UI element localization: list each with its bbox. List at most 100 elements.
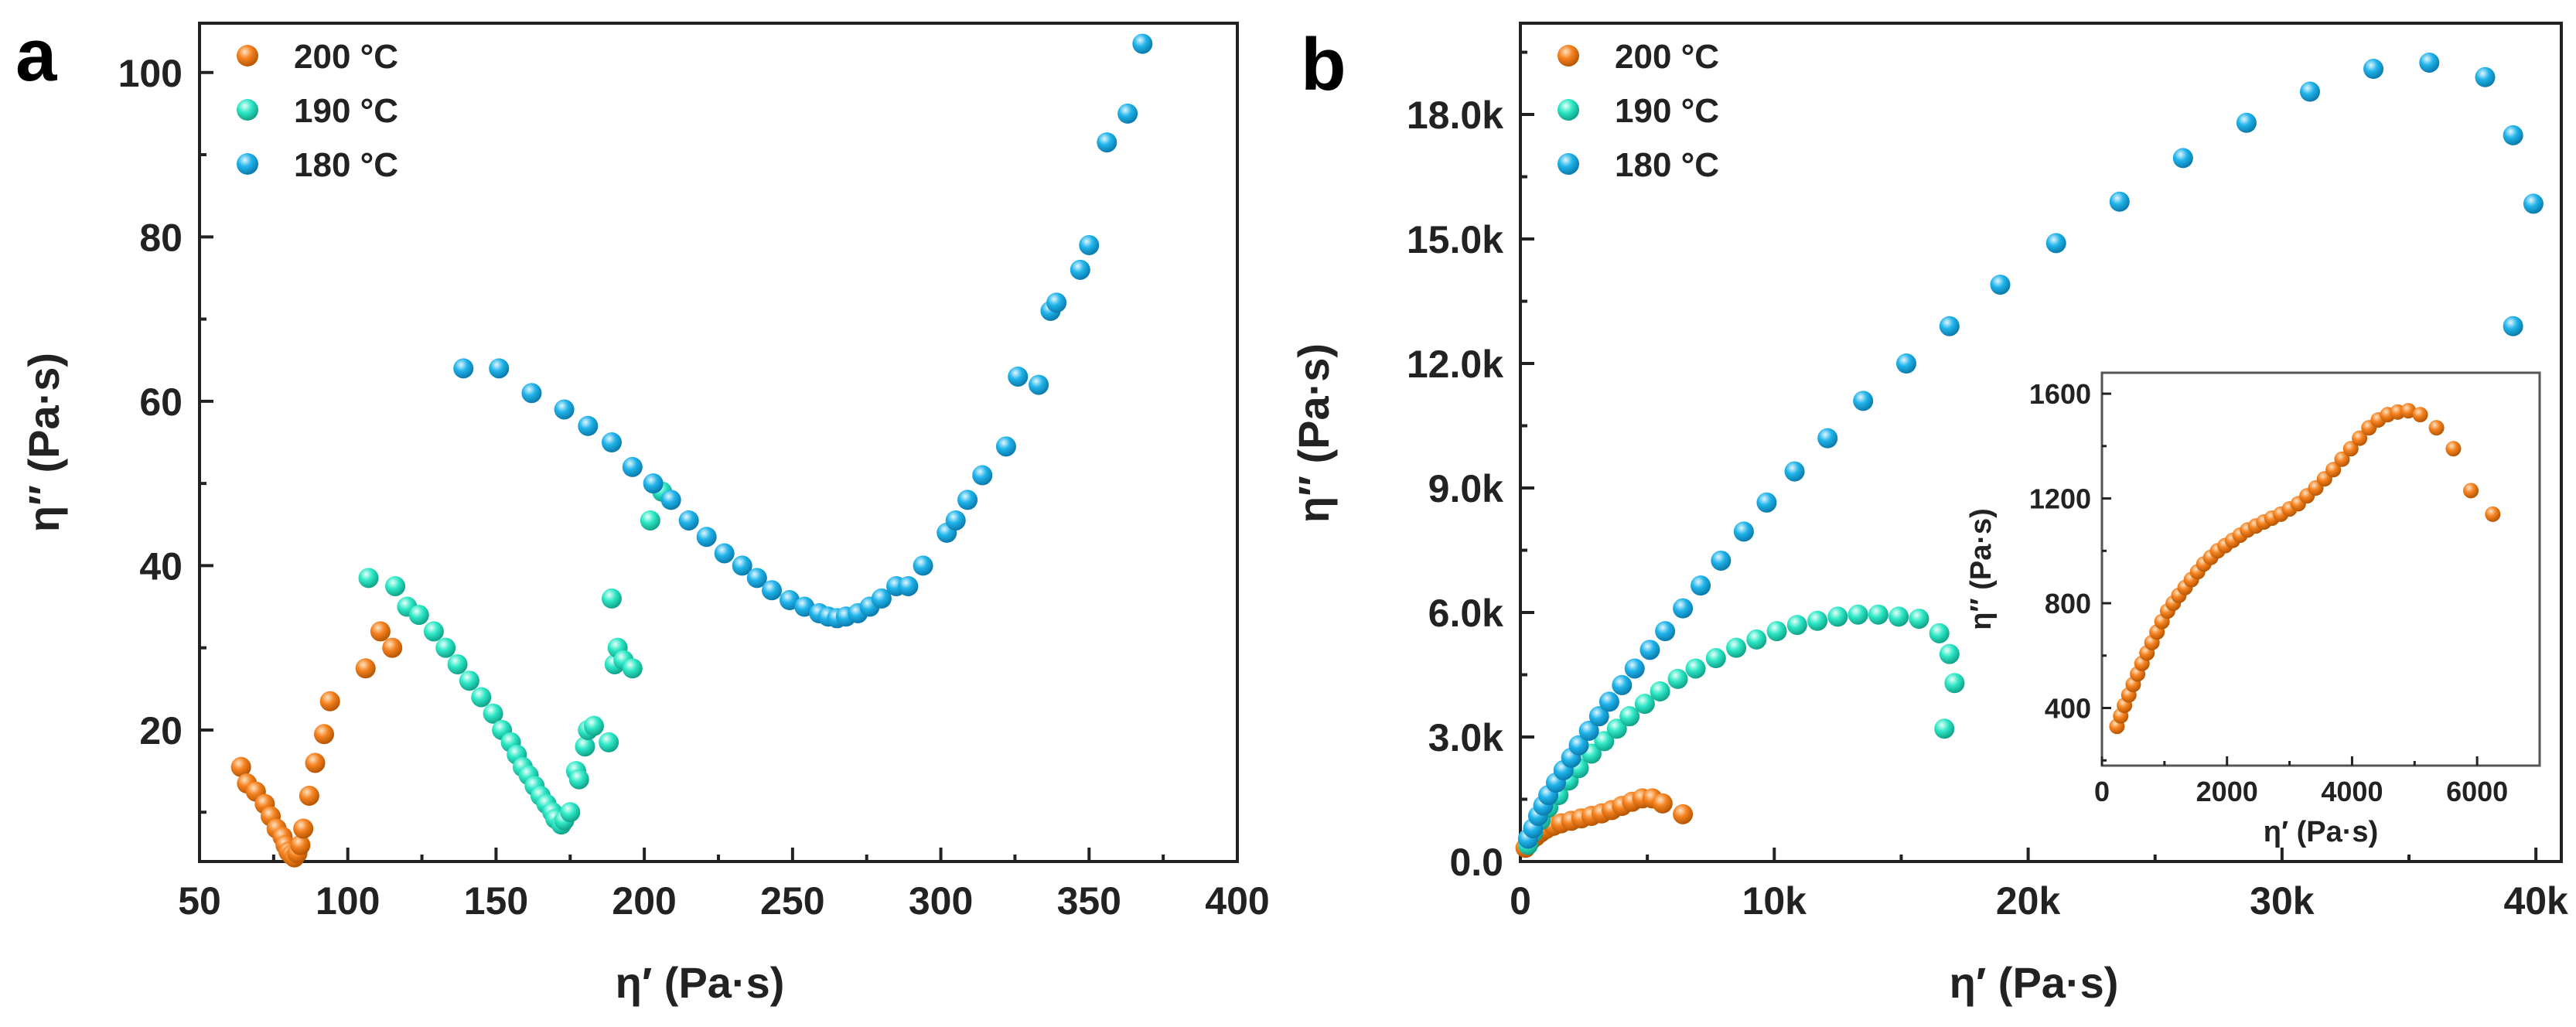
x-tick-label: 250: [760, 879, 824, 923]
panel-b-plot-frame: [1519, 22, 2563, 863]
data-point-180c: [1029, 374, 1049, 395]
inset-y-axis: 400 800 1200 1600: [2029, 378, 2111, 762]
data-point-190c: [385, 575, 406, 596]
data-point-180c: [1097, 132, 1117, 153]
data-point-180c: [660, 490, 681, 510]
data-point-200c: [2400, 403, 2417, 419]
y-tick-label: 9.0k: [1428, 467, 1504, 510]
data-point-180c: [1046, 292, 1067, 313]
data-point-180c: [489, 358, 510, 379]
data-point-180c: [2475, 67, 2496, 87]
x-tick-label: 0: [1510, 879, 1531, 923]
data-point-200c: [355, 658, 376, 679]
panel-a-legend: 200 °C 190 °C 180 °C: [237, 38, 398, 184]
panel-a-x-axis: 50 100 150 200 250 300 350 400: [178, 848, 1270, 923]
data-point-190c: [483, 703, 503, 724]
data-point-180c: [1070, 259, 1090, 280]
data-point-180c: [957, 490, 978, 510]
data-point-180c: [1568, 735, 1589, 756]
x-tick-label: 2000: [2196, 776, 2258, 807]
panel-a-y-axis: 20 40 60 80 100: [118, 52, 213, 814]
panel-b-y-axis: 0.0 3.0k 6.0k 9.0k 12.0k 15.0k 18.0k: [1407, 50, 1534, 884]
data-point-180c: [1817, 428, 1838, 449]
x-tick-label: 200: [612, 879, 676, 923]
data-point-190c: [408, 605, 429, 626]
data-point-190c: [1634, 694, 1655, 715]
data-point-180c: [2503, 125, 2523, 145]
data-point-180c: [1624, 658, 1645, 679]
data-point-190c: [1934, 718, 1955, 739]
x-tick-label: 20k: [1996, 879, 2061, 923]
data-point-190c: [1939, 643, 1960, 664]
data-point-200c: [319, 691, 340, 711]
legend-marker-200c: [237, 45, 258, 67]
legend-marker-180c: [237, 153, 258, 175]
data-point-200c: [2342, 441, 2359, 457]
x-tick-label: 10k: [1742, 879, 1807, 923]
data-point-180c: [2109, 191, 2130, 212]
data-point-200c: [2412, 407, 2428, 423]
panel-a-y-axis-title: η″ (Pa·s): [19, 353, 68, 532]
legend-marker-200c: [1558, 45, 1579, 67]
data-point-190c: [1827, 606, 1848, 627]
data-point-180c: [1691, 575, 1711, 596]
x-tick-label: 150: [464, 879, 528, 923]
data-point-180c: [601, 432, 622, 452]
panel-a: a 50 100 150 200 250 300 350 400 20 40 60 80 100 η′…: [15, 14, 1270, 1007]
data-point-190c: [1619, 706, 1640, 727]
data-point-180c: [1784, 461, 1805, 482]
inset-data: [2109, 403, 2501, 735]
data-point-200c: [1673, 804, 1694, 824]
y-tick-label: 400: [2045, 692, 2091, 724]
data-point-180c: [762, 580, 783, 601]
data-point-200c: [1652, 793, 1673, 814]
data-point-190c: [1685, 658, 1706, 679]
data-point-190c: [1606, 718, 1627, 739]
data-point-180c: [1673, 598, 1694, 619]
data-point-180c: [995, 436, 1016, 457]
data-point-190c: [1746, 629, 1767, 650]
data-point-180c: [1756, 492, 1777, 513]
data-point-180c: [1853, 391, 1874, 411]
data-point-180c: [1939, 316, 1960, 336]
data-point-180c: [453, 358, 474, 379]
data-point-180c: [2045, 233, 2066, 254]
x-tick-label: 40k: [2503, 879, 2568, 923]
data-point-180c: [1655, 621, 1676, 642]
inset-x-axis: 0 2000 4000 6000: [2094, 756, 2508, 807]
data-point-190c: [640, 510, 660, 531]
data-point-180c: [1896, 353, 1917, 374]
data-point-180c: [1008, 366, 1029, 387]
legend-label-200c: 200 °C: [1615, 38, 1719, 76]
data-point-180c: [1588, 706, 1609, 727]
legend-label-180c: 180 °C: [1615, 146, 1719, 184]
data-point-180c: [578, 415, 599, 436]
data-point-190c: [560, 802, 581, 823]
data-point-190c: [1944, 673, 1965, 694]
y-tick-label: 12.0k: [1407, 343, 1503, 386]
panel-b-x-axis-title: η′ (Pa·s): [1950, 958, 2119, 1007]
data-point-200c: [2352, 430, 2368, 446]
data-point-200c: [2334, 451, 2350, 467]
panel-b-data: [1515, 52, 2544, 858]
y-tick-label: 100: [118, 52, 183, 95]
data-point-200c: [2428, 420, 2445, 436]
data-point-180c: [972, 465, 993, 486]
data-point-180c: [1733, 521, 1754, 542]
data-point-180c: [643, 473, 664, 494]
y-tick-label: 20: [139, 709, 183, 752]
data-point-200c: [293, 818, 314, 839]
data-point-180c: [1598, 691, 1619, 712]
data-point-190c: [1909, 609, 1929, 630]
data-point-180c: [1079, 234, 1100, 255]
panel-b-inset: 0 2000 4000 6000 400 800 1200 1600 η′ (Pa·s) η…: [1965, 371, 2541, 848]
y-tick-label: 0.0: [1449, 841, 1503, 884]
data-point-180c: [871, 588, 892, 609]
y-tick-label: 1200: [2029, 483, 2091, 515]
data-point-190c: [358, 568, 379, 589]
data-point-200c: [230, 756, 251, 777]
data-point-180c: [696, 527, 717, 548]
data-point-180c: [898, 575, 919, 596]
data-point-180c: [746, 568, 767, 589]
